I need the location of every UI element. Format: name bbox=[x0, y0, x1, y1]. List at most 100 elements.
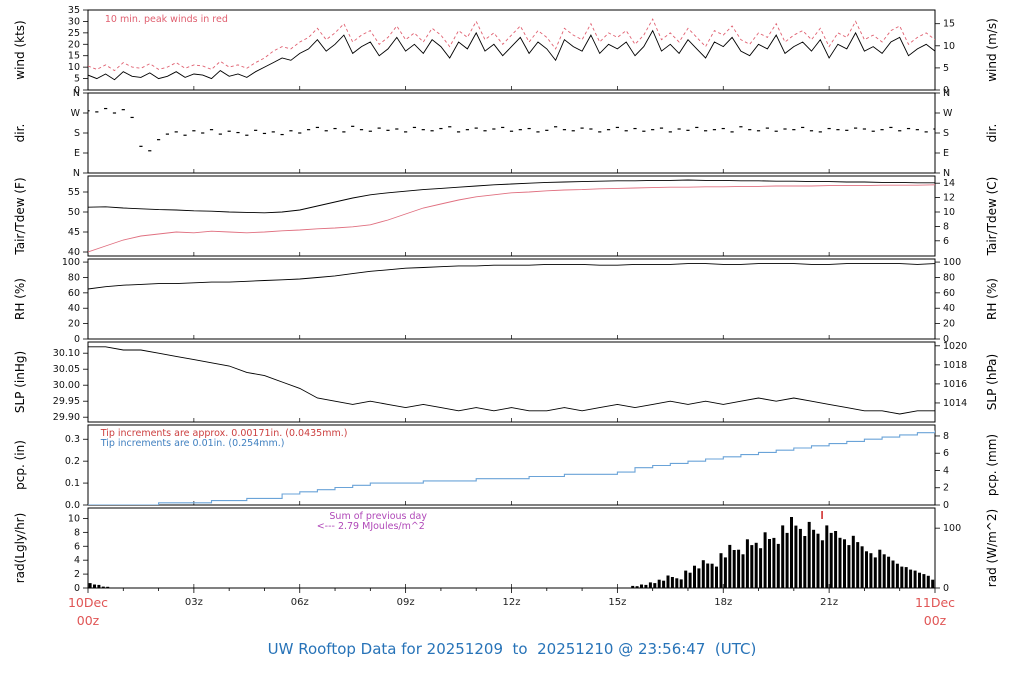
y-tick-label-right: 40 bbox=[943, 303, 955, 314]
series-rad_lgly_hr bbox=[768, 539, 771, 588]
y-tick-label-right: W bbox=[943, 108, 953, 119]
y-tick-label-left: S bbox=[74, 128, 80, 139]
panel-precipitation: 0.0 0.1 0.2 0.3 0 2 4 6 8 pcp. (in) pcp. (mm) Tip i… bbox=[13, 424, 999, 511]
series-rad_lgly_hr bbox=[882, 554, 886, 588]
series-rad_lgly_hr bbox=[706, 563, 710, 588]
series-rad_lgly_hr bbox=[820, 540, 824, 588]
y-tick-label-right: 14 bbox=[943, 178, 955, 189]
y-tick-label-right: N bbox=[943, 168, 950, 179]
series-rad_lgly_hr bbox=[737, 549, 741, 588]
series-rad_lgly_hr bbox=[909, 569, 913, 588]
y-tick-label-right: 0 bbox=[943, 583, 949, 594]
y-tick-label-right: 80 bbox=[943, 272, 955, 283]
series-peak_wind_kts bbox=[88, 18, 935, 72]
y-tick-label-left: 5 bbox=[74, 74, 80, 85]
panel-frame bbox=[87, 341, 936, 423]
y-axis-label-right: Tair/Tdew (C) bbox=[985, 177, 999, 257]
y-tick-label-right: 15 bbox=[943, 19, 955, 30]
series-rad_lgly_hr bbox=[106, 586, 110, 588]
series-rad_lgly_hr bbox=[887, 556, 891, 588]
y-axis-label-right: pcp. (mm) bbox=[985, 434, 999, 496]
y-tick-label-right: 0 bbox=[943, 334, 949, 345]
panel-temperature: 40 45 50 55 6 8 10 12 14 Tair/Tdew (F) Tair/Tdew (… bbox=[13, 175, 999, 258]
series-rad_lgly_hr bbox=[97, 584, 101, 588]
y-tick-label-right: 4 bbox=[943, 465, 949, 476]
y-tick-label-left: 6 bbox=[74, 541, 80, 552]
series-rad_lgly_hr bbox=[856, 542, 860, 588]
panel-series bbox=[88, 107, 935, 152]
series-rad_lgly_hr bbox=[931, 579, 935, 588]
panel-frame bbox=[87, 258, 936, 340]
y-tick-label-right: 100 bbox=[943, 523, 961, 534]
series-rad_lgly_hr bbox=[741, 554, 745, 588]
panel-frame bbox=[87, 92, 936, 174]
series-rad_lgly_hr bbox=[88, 583, 92, 588]
panel-series bbox=[88, 179, 935, 253]
series-rad_lgly_hr bbox=[688, 572, 692, 588]
series-tdew_f bbox=[88, 184, 935, 253]
annotation: <--- 2.79 MJoules/m^2 bbox=[317, 521, 425, 532]
x-tick-label: 03z bbox=[185, 597, 203, 608]
y-tick-label-left: 30 bbox=[68, 16, 80, 27]
series-rad_lgly_hr bbox=[851, 535, 855, 588]
series-rad_lgly_hr bbox=[816, 533, 820, 588]
meteogram-page: 0 5 10 15 20 25 30 35 0 5 10 15 wind (kts) wind (m/s)… bbox=[13, 5, 999, 658]
y-tick-label-left: N bbox=[73, 88, 80, 99]
series-rad_lgly_hr bbox=[926, 575, 930, 588]
series-rad_lgly_hr bbox=[670, 577, 674, 588]
x-start-date-label: 10Dec bbox=[68, 595, 108, 610]
y-tick-label-left: 8 bbox=[74, 527, 80, 538]
y-tick-label-left: 100 bbox=[62, 257, 80, 268]
y-tick-label-right: S bbox=[943, 128, 949, 139]
y-tick-label-left: 20 bbox=[68, 319, 80, 330]
y-tick-label-left: 80 bbox=[68, 272, 80, 283]
series-rad_lgly_hr bbox=[895, 563, 899, 588]
y-tick-label-left: 0.1 bbox=[65, 478, 80, 489]
series-rad_lgly_hr bbox=[715, 566, 718, 588]
series-rad_lgly_hr bbox=[653, 583, 657, 588]
y-tick-label-right: 100 bbox=[943, 257, 961, 268]
series-rad_lgly_hr bbox=[918, 572, 921, 588]
series-rad_lgly_hr bbox=[794, 525, 798, 588]
series-rad_lgly_hr bbox=[640, 584, 643, 588]
series-rad_lgly_hr bbox=[807, 521, 811, 588]
series-rad_lgly_hr bbox=[754, 542, 758, 588]
series-tair_f bbox=[88, 179, 935, 214]
y-axis-label-left: dir. bbox=[13, 124, 27, 143]
series-rad_lgly_hr bbox=[635, 586, 639, 588]
series-rad_lgly_hr bbox=[662, 580, 666, 588]
annotation: Tip increments are approx. 0.00171in. (0… bbox=[100, 428, 348, 439]
series-rad_lgly_hr bbox=[84, 582, 87, 588]
y-tick-label-right: 10 bbox=[943, 41, 955, 52]
y-axis-label-left: Tair/Tdew (F) bbox=[13, 177, 27, 255]
series-rad_lgly_hr bbox=[776, 543, 780, 588]
series-rad_lgly_hr bbox=[891, 560, 895, 588]
y-tick-label-left: 25 bbox=[68, 28, 80, 39]
series-rh_pct bbox=[88, 263, 935, 290]
series-rad_lgly_hr bbox=[785, 532, 789, 588]
y-tick-label-left: 20 bbox=[68, 39, 80, 50]
series-rad_lgly_hr bbox=[697, 568, 701, 588]
y-tick-label-left: N bbox=[73, 168, 80, 179]
series-rad_lgly_hr bbox=[631, 585, 635, 588]
series-rad_lgly_hr bbox=[759, 548, 763, 588]
annotation: 10 min. peak winds in red bbox=[105, 14, 228, 25]
y-axis-label-right: rad (W/m^2) bbox=[985, 509, 999, 587]
series-rad_lgly_hr bbox=[869, 553, 873, 588]
y-tick-label-right: 1018 bbox=[943, 360, 967, 371]
series-rad_lgly_hr bbox=[847, 545, 851, 588]
y-tick-label-right: 1014 bbox=[943, 398, 967, 409]
y-tick-label-right: 10 bbox=[943, 207, 955, 218]
series-rad_lgly_hr bbox=[904, 567, 908, 588]
panel-series bbox=[88, 430, 935, 505]
y-tick-label-left: 29.90 bbox=[53, 412, 80, 423]
y-tick-label-right: 0 bbox=[943, 500, 949, 511]
x-tick-label: 06z bbox=[291, 597, 309, 608]
y-tick-label-right: N bbox=[943, 88, 950, 99]
y-tick-label-left: 4 bbox=[74, 555, 80, 566]
y-tick-label-left: 0 bbox=[74, 583, 80, 594]
y-tick-label-right: 6 bbox=[943, 448, 949, 459]
y-axis-label-right: SLP (hPa) bbox=[985, 354, 999, 410]
annotation: Sum of previous day bbox=[329, 511, 427, 522]
